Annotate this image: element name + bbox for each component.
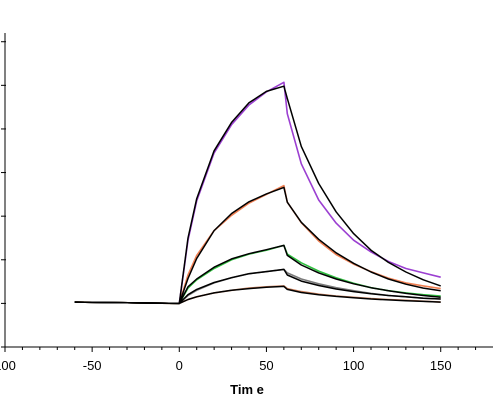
fit-curve-line-4 bbox=[74, 268, 441, 305]
fit-curve-line-3 bbox=[74, 244, 441, 305]
fit-curve-line-2 bbox=[74, 186, 441, 305]
raw-series-line-2 bbox=[74, 184, 441, 305]
x-tick-label: 0 bbox=[176, 358, 183, 373]
series-group bbox=[74, 81, 441, 305]
raw-series-line-4 bbox=[74, 268, 441, 305]
fit-curves-group bbox=[74, 85, 441, 305]
x-tick-label: 100 bbox=[0, 358, 16, 373]
x-axis-title: Tim e bbox=[230, 382, 264, 397]
fit-curve-line-5 bbox=[74, 285, 441, 305]
x-tick-label: 50 bbox=[259, 358, 273, 373]
x-tick-label: 150 bbox=[430, 358, 452, 373]
raw-series-line-1 bbox=[74, 81, 441, 305]
fit-curve-line-1 bbox=[74, 85, 441, 305]
axes-group: 100 -50 0 50 100 150 bbox=[0, 33, 493, 373]
x-tick-label: -50 bbox=[83, 358, 102, 373]
x-tick-label: 100 bbox=[343, 358, 365, 373]
